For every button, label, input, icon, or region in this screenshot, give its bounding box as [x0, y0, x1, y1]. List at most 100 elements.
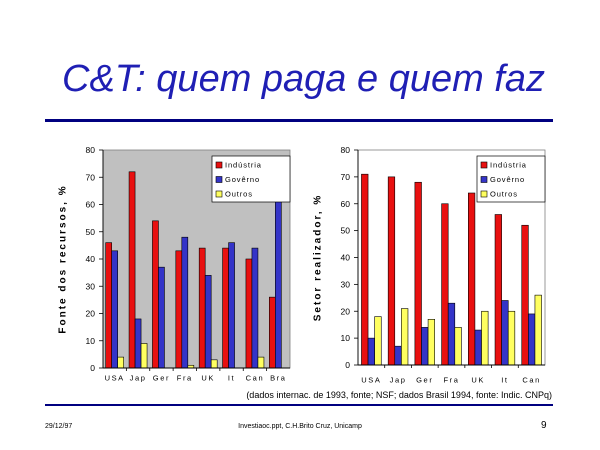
- legend-label-governo: Govêrno: [490, 175, 525, 184]
- bar-governo-can: [528, 313, 536, 366]
- y-tick-label: 60: [341, 199, 351, 209]
- y-tick-label: 40: [341, 253, 351, 263]
- bar-outros-uk: [481, 310, 489, 366]
- y-tick-label: 10: [341, 333, 351, 343]
- page-number: 9: [541, 420, 547, 431]
- y-tick-label: 50: [86, 227, 96, 237]
- footer-rule: [45, 404, 553, 406]
- bar-outros-can: [257, 356, 265, 369]
- legend-label-industria: Indústria: [490, 161, 527, 170]
- footer-date: 29/12/97: [45, 423, 73, 430]
- y-tick-label: 50: [341, 226, 351, 236]
- bar-governo-ger: [421, 327, 429, 366]
- title-rule: [45, 119, 553, 122]
- x-tick-label: UK: [201, 374, 215, 383]
- bar-outros-ger: [427, 319, 435, 366]
- bar-industria-fra: [175, 250, 183, 369]
- y-tick-label: 80: [341, 145, 351, 155]
- y-tick-label: 20: [341, 306, 351, 316]
- bar-outros-usa: [117, 356, 124, 369]
- legend: Indústria Govêrno Outros: [476, 155, 546, 203]
- bar-industria-fra: [441, 203, 449, 366]
- x-tick-label: USA: [105, 374, 125, 383]
- bar-governo-jap: [134, 318, 142, 369]
- y-tick-label: 80: [86, 145, 96, 155]
- bar-outros-uk: [210, 359, 218, 369]
- bar-outros-jap: [140, 343, 148, 369]
- legend-box: [211, 155, 291, 203]
- x-tick-label: Fra: [443, 376, 459, 385]
- bar-industria-uk: [468, 192, 476, 366]
- x-tick-label: Jap: [130, 374, 147, 383]
- x-tick-label: Ger: [153, 374, 170, 383]
- x-tick-label: It: [228, 374, 235, 383]
- legend-box: [476, 155, 546, 203]
- legend-swatch-governo: [480, 176, 488, 183]
- bar-governo-jap: [394, 345, 402, 366]
- bar-outros-usa: [374, 316, 382, 366]
- y-tick-label: 60: [86, 200, 96, 210]
- bar-industria-can: [521, 224, 529, 366]
- bar-governo-uk: [204, 275, 212, 369]
- legend-label-governo: Govêrno: [225, 175, 260, 184]
- x-tick-label: Jap: [390, 376, 407, 385]
- bar-governo-it: [501, 300, 509, 366]
- bar-governo-usa: [111, 250, 118, 369]
- bar-industria-jap: [387, 176, 396, 366]
- bar-governo-fra: [447, 302, 456, 366]
- bar-industria-usa: [361, 173, 369, 366]
- y-tick-label: 30: [341, 279, 351, 289]
- y-axis-title: Fonte dos recursos, %: [58, 184, 69, 333]
- footer-file-credit: Investiaoc.ppt, C.H.Brito Cruz, Unicamp: [238, 423, 362, 430]
- bar-governo-ger: [158, 266, 165, 369]
- bar-industria-it: [222, 247, 229, 369]
- y-tick-label: 70: [341, 172, 351, 182]
- bar-industria-ger: [414, 181, 422, 366]
- bar-governo-usa: [367, 337, 375, 366]
- chart-fonte-dos-recursos: 0 10 20 30 40 50 60 70 80 USA Jap Ger Fra UK It Can Bra F…: [58, 145, 291, 383]
- y-tick-label: 0: [90, 363, 95, 373]
- legend-swatch-governo: [215, 176, 223, 183]
- y-axis-title: Setor realizador, %: [313, 194, 324, 321]
- y-tick-label: 30: [86, 281, 96, 291]
- x-tick-label: UK: [471, 376, 485, 385]
- x-tick-label: Can: [522, 376, 541, 385]
- legend-label-outros: Outros: [225, 190, 253, 199]
- x-tick-label: Fra: [177, 374, 193, 383]
- bar-governo-fra: [181, 236, 189, 369]
- bar-industria-it: [494, 214, 502, 366]
- x-tick-label: Can: [246, 374, 265, 383]
- x-tick-label: Ger: [416, 376, 433, 385]
- bar-outros-can: [534, 294, 542, 366]
- x-tick-label: It: [501, 376, 508, 385]
- legend-swatch-industria: [480, 161, 488, 169]
- bar-industria-usa: [105, 242, 112, 369]
- legend-swatch-industria: [215, 161, 223, 169]
- bar-outros-jap: [401, 308, 409, 366]
- bar-industria-bra: [269, 296, 276, 369]
- bar-industria-can: [245, 258, 253, 369]
- bar-industria-jap: [128, 171, 136, 369]
- source-caption: (dados internac. de 1993, fonte; NSF; da…: [246, 390, 552, 400]
- y-tick-label: 10: [86, 336, 96, 346]
- slide-title: C&T: quem paga e quem faz: [62, 58, 545, 100]
- legend-swatch-outros: [215, 190, 223, 198]
- bar-industria-ger: [152, 220, 159, 369]
- bar-governo-it: [228, 242, 235, 369]
- x-tick-label: Bra: [270, 374, 286, 383]
- bar-industria-uk: [198, 247, 206, 369]
- y-tick-label: 40: [86, 254, 96, 264]
- legend-label-outros: Outros: [490, 190, 518, 199]
- chart-setor-realizador: 0 10 20 30 40 50 60 70 80 USA Jap Ger Fra UK It Can Seto…: [313, 145, 546, 385]
- bar-governo-can: [251, 247, 259, 369]
- x-tick-label: USA: [361, 376, 381, 385]
- bar-outros-fra: [454, 327, 462, 366]
- y-tick-label: 70: [86, 172, 96, 182]
- y-tick-label: 20: [86, 309, 96, 319]
- legend-swatch-outros: [480, 190, 488, 198]
- y-tick-label: 0: [345, 360, 350, 370]
- legend-label-industria: Indústria: [225, 161, 262, 170]
- bar-governo-uk: [474, 329, 482, 366]
- bar-outros-it: [507, 310, 516, 366]
- legend: Indústria Govêrno Outros: [211, 155, 291, 203]
